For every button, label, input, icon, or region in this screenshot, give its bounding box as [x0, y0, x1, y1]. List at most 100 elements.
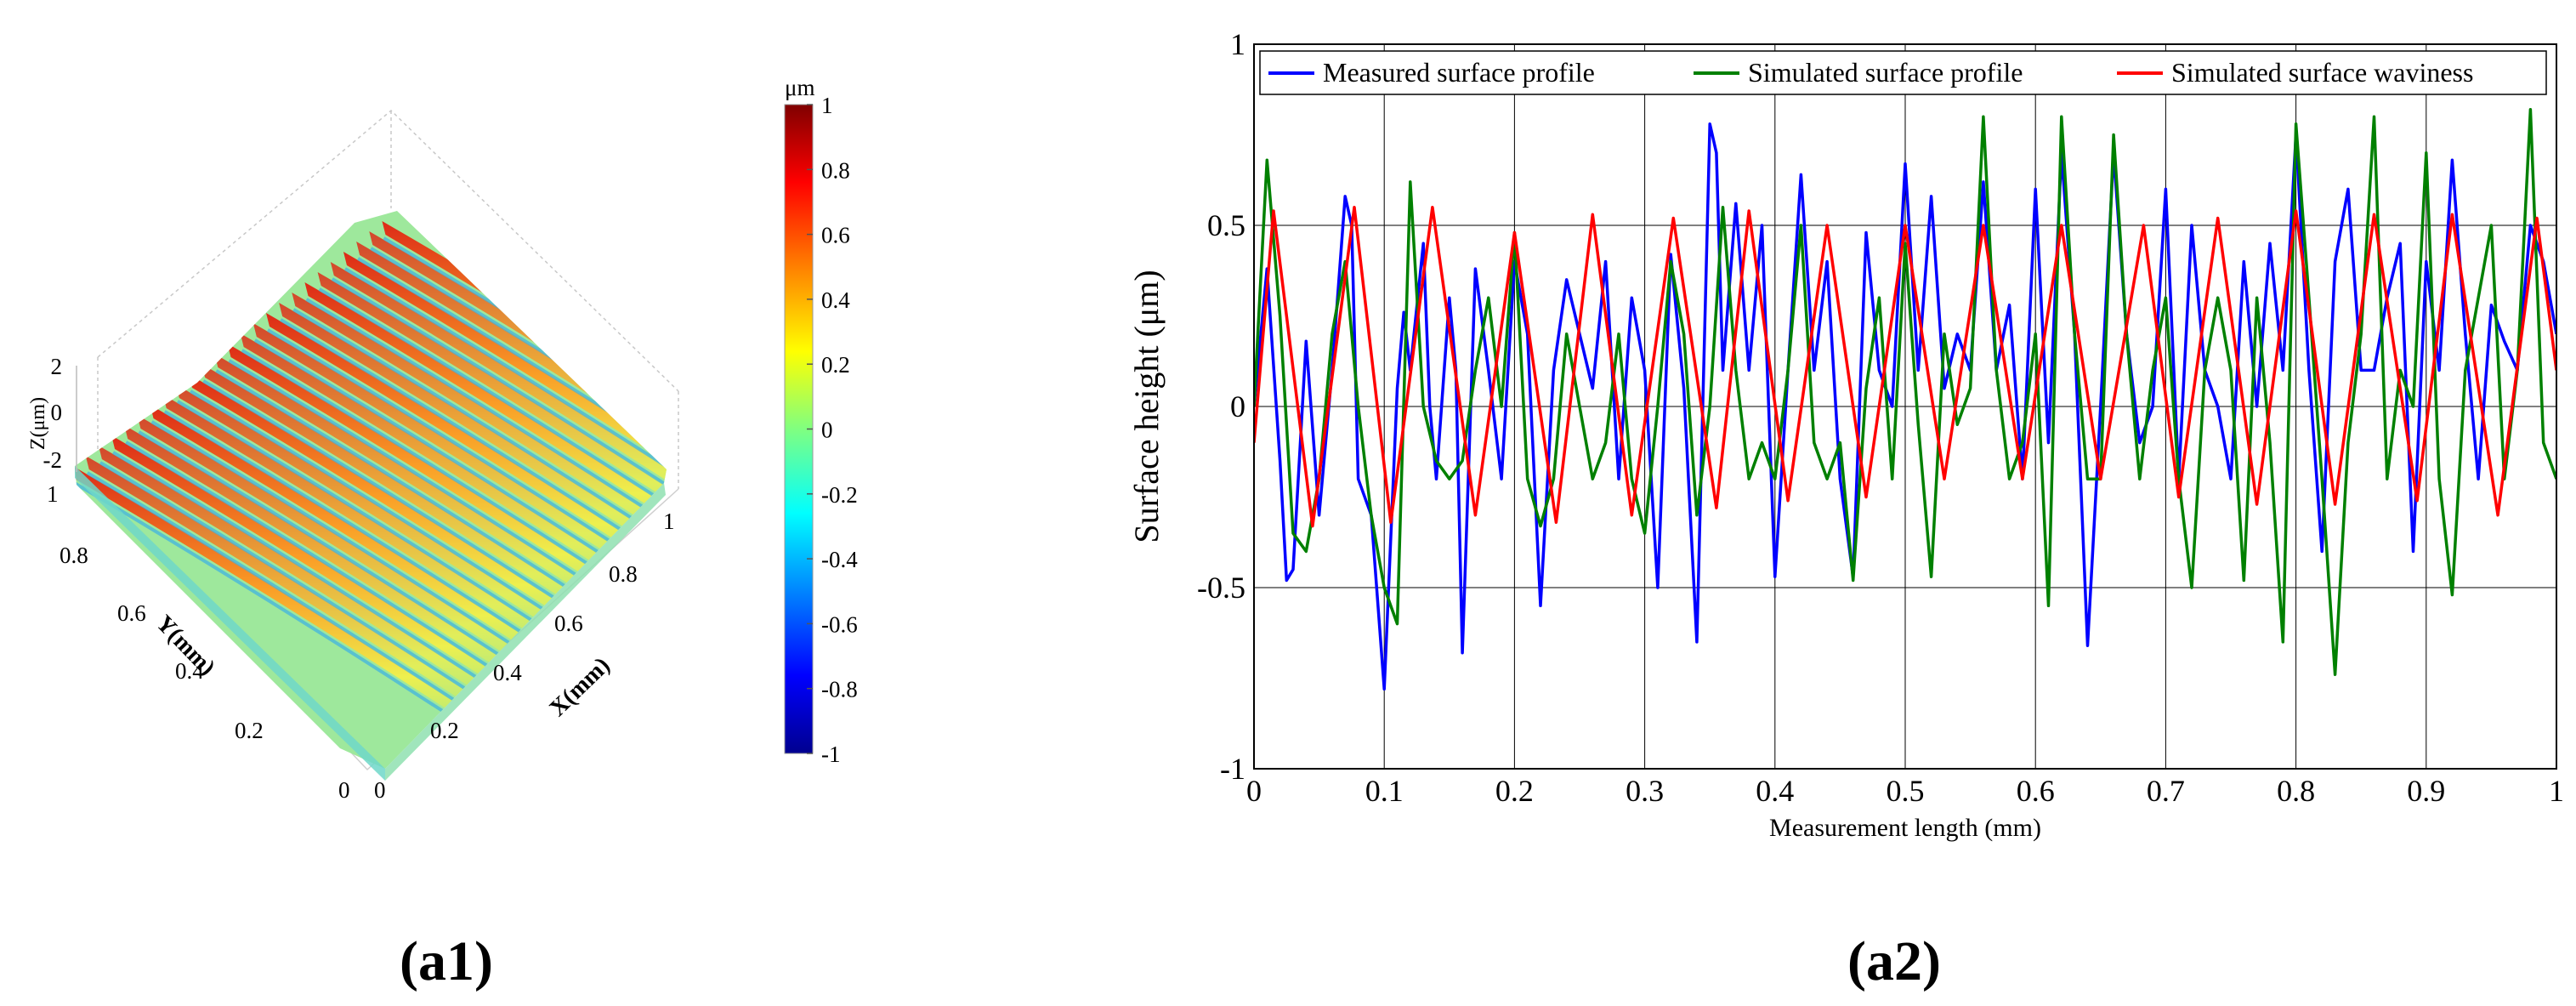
- surface-trough: [228, 359, 667, 700]
- x-tick-label: 1: [663, 509, 675, 534]
- surface-ridge: [111, 435, 649, 769]
- z-tick-label: -2: [43, 447, 63, 473]
- surface-trough: [280, 318, 667, 659]
- legend-box: [1259, 50, 2547, 95]
- surface-ridge: [240, 333, 667, 685]
- colorbar-tick-label: 0.6: [821, 223, 850, 248]
- surface-ridge: [98, 446, 635, 769]
- surface-ridge: [201, 364, 667, 715]
- colorbar-tick-label: -0.8: [821, 677, 858, 702]
- legend-label-measured: Measured surface profile: [1323, 57, 1595, 88]
- legend-label-simulated-profile: Simulated surface profile: [1748, 57, 2023, 88]
- series-line-simulated-waviness: [1254, 205, 2556, 528]
- x-ticks: 0 0.1 0.2 0.3 0.4 0.5 0.6 0.7 0.8 0.9 1: [1246, 774, 2564, 808]
- x-tick-label: 0.6: [554, 611, 583, 636]
- z-axis: 2 0 -2 Z(μm): [27, 354, 77, 473]
- x-tick-label: 0.8: [609, 561, 638, 587]
- surface-ridge: [304, 282, 667, 634]
- y-tick-label: 0.2: [235, 718, 264, 743]
- x-tick-label: 0.4: [1756, 774, 1794, 808]
- series-line-simulated-profile: [1254, 107, 2556, 676]
- y-tick-label: 1: [47, 481, 59, 507]
- surface-ridge: [75, 466, 610, 769]
- surface-ridge: [330, 262, 667, 613]
- x-tick-label: 0.2: [1495, 774, 1534, 808]
- x-axis-label: X(mm): [545, 652, 616, 722]
- x-tick-label: 0.6: [2017, 774, 2055, 808]
- surface-ridge: [343, 252, 667, 603]
- x-tick-label: 0: [1246, 774, 1262, 808]
- surface-ridge: [369, 231, 667, 583]
- surface-ridge: [252, 323, 667, 674]
- y-axis-label: Surface height (μm): [1127, 270, 1166, 543]
- surface-trough: [343, 267, 667, 608]
- colorbar-tick-label: -0.2: [821, 482, 858, 508]
- series-group: [1254, 107, 2556, 691]
- y-tick-label: 0: [1230, 389, 1245, 423]
- colorbar-tick-label: 0.8: [821, 157, 850, 183]
- y-tick-label: 0.6: [117, 600, 146, 626]
- surface-trough: [266, 328, 667, 669]
- surface-ridge: [85, 456, 622, 769]
- surface-ridge: [356, 242, 667, 593]
- colorbar-tick-label: 0: [821, 418, 833, 443]
- surface-ridge: [265, 313, 667, 664]
- x-tick-label: 0.4: [493, 660, 522, 685]
- surface-plot-panel: 2 0 -2 Z(μm) 1 0.8 0.6 0.4 0.2 0 Y(mm) 0…: [27, 75, 858, 992]
- surface-trough: [253, 338, 667, 679]
- surface-trough: [241, 349, 667, 690]
- x-tick-label: 0.9: [2407, 774, 2445, 808]
- surface-ridge: [137, 415, 667, 766]
- legend-label-simulated-waviness: Simulated surface waviness: [2171, 57, 2473, 88]
- y-tick-label: 0: [338, 777, 350, 803]
- surface-ridge: [279, 303, 667, 654]
- surface-ridge: [162, 395, 667, 746]
- colorbar-tick-label: -1: [821, 742, 841, 767]
- surface-ridge: [227, 344, 667, 695]
- legend: Measured surface profile Simulated surfa…: [1259, 50, 2547, 95]
- surface-side-right: [385, 483, 666, 781]
- colorbar-tick-label: 0.4: [821, 287, 850, 313]
- surface-trough: [75, 481, 609, 769]
- colorbar-tick-label: -0.6: [821, 611, 858, 637]
- surface-side-left: [75, 466, 385, 781]
- surface-trough: [292, 308, 667, 649]
- x-axis-label: Measurement length (mm): [1769, 814, 2041, 842]
- y-tick-label: -1: [1220, 752, 1245, 786]
- surface-ridge: [175, 384, 667, 736]
- colorbar-tick-label: 0.2: [821, 352, 850, 378]
- surface-ridge: [214, 354, 667, 705]
- surface-ridge: [317, 272, 667, 623]
- x-tick-label: 0: [374, 777, 386, 803]
- y-tick-label: 0.8: [60, 543, 88, 568]
- z-tick-label: 0: [51, 400, 63, 425]
- colorbar-tick-label: 1: [821, 93, 833, 118]
- y-tick-label: 0.4: [175, 658, 204, 684]
- colorbar: μm 1 0.8 0.6 0.4 0.2 0 -0.2 -0.4 -0.6 -0.8 -1: [784, 75, 858, 767]
- x-tick-label: 0.5: [1887, 774, 1925, 808]
- colorbar-ticks: 1 0.8 0.6 0.4 0.2 0 -0.2 -0.4 -0.6 -0.8 -1: [807, 93, 858, 767]
- x-tick-label: 0.8: [2277, 774, 2315, 808]
- line-chart-panel: 0 0.1 0.2 0.3 0.4 0.5 0.6 0.7 0.8 0.9 1 1 0.5 0 -0.5 -…: [1127, 27, 2564, 992]
- x-tick-label: 0.2: [430, 718, 459, 743]
- surface-ridge: [124, 425, 661, 769]
- colorbar-tick-label: -0.4: [821, 547, 858, 572]
- surface-trough: [305, 298, 667, 639]
- x-tick-label: 0.7: [2147, 774, 2185, 808]
- z-axis-label: Z(μm): [27, 397, 49, 450]
- x-tick-label: 0.3: [1626, 774, 1664, 808]
- plot-frame: [1253, 43, 2557, 770]
- x-tick-label: 1: [2549, 774, 2564, 808]
- y-ticks: 1 0.5 0 -0.5 -1: [1197, 27, 1245, 786]
- surface-trough: [318, 287, 667, 628]
- y-tick-label: -0.5: [1197, 571, 1245, 605]
- y-tick-label: 1: [1230, 27, 1245, 61]
- colorbar-unit: μm: [785, 75, 814, 100]
- z-tick-label: 2: [51, 354, 63, 379]
- x-tick-label: 0.1: [1365, 774, 1404, 808]
- box-frame: [97, 109, 679, 489]
- y-tick-label: 0.5: [1207, 208, 1245, 242]
- surface-ridge: [189, 374, 667, 725]
- surface-trough: [331, 277, 667, 618]
